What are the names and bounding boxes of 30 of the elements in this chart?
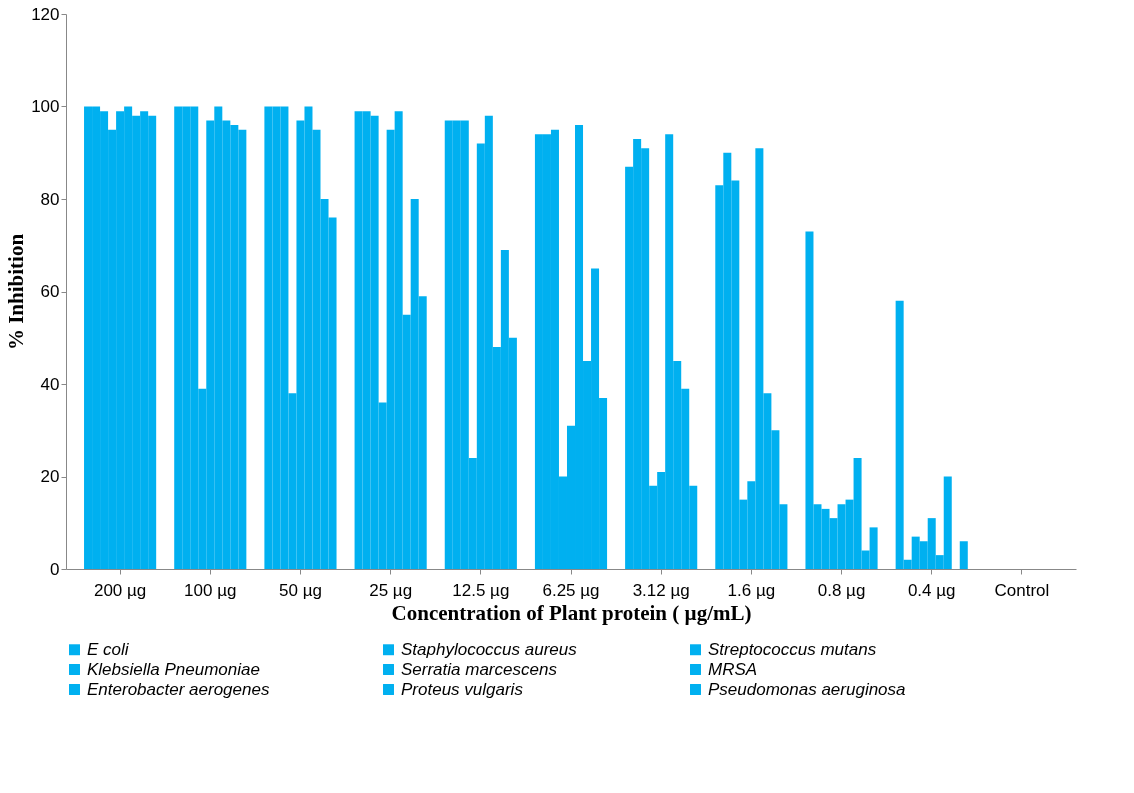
x-tick-label: 0.4 µg — [907, 580, 956, 600]
x-tick-label: 100 µg — [184, 580, 237, 600]
x-tick-label: 1.6 µg — [727, 580, 776, 600]
legend-label: Serratia marcescens — [401, 659, 558, 679]
bar — [959, 541, 968, 569]
y-tick-label: 40 — [40, 374, 60, 394]
x-tick-label: 0.8 µg — [817, 580, 866, 600]
x-tick-label: Control — [994, 580, 1050, 600]
y-tick-label: 0 — [50, 559, 60, 579]
y-tick-label: 100 — [31, 97, 60, 116]
legend-label: Klebsiella Pneumoniae — [87, 659, 260, 679]
x-tick-label: 3.12 µg — [632, 580, 690, 600]
x-tick-label: 12.5 µg — [452, 580, 510, 600]
legend-label: Streptococcus mutans — [708, 639, 877, 659]
y-tick-label: 20 — [40, 467, 60, 486]
x-tick-label: 200 µg — [93, 580, 147, 600]
y-tick-label: 60 — [40, 282, 60, 301]
y-tick-label: 120 — [31, 4, 60, 24]
legend-label: Staphylococcus aureus — [401, 639, 578, 659]
legend-label: Pseudomonas aeruginosa — [708, 679, 906, 699]
legend-label: E coli — [87, 639, 130, 659]
legend-label: Enterobacter aerogenes — [87, 679, 270, 699]
x-tick-label: 50 µg — [279, 580, 322, 600]
legend-label: MRSA — [708, 659, 758, 679]
y-tick-label: 80 — [40, 189, 60, 209]
legend-label: Proteus vulgaris — [401, 679, 524, 699]
x-tick-label: 25 µg — [369, 580, 413, 600]
y-axis-title: % Inhibition — [4, 233, 29, 351]
x-tick-label: 6.25 µg — [542, 580, 600, 600]
x-axis-title: Concentration of Plant protein ( µg/mL) — [391, 600, 752, 625]
